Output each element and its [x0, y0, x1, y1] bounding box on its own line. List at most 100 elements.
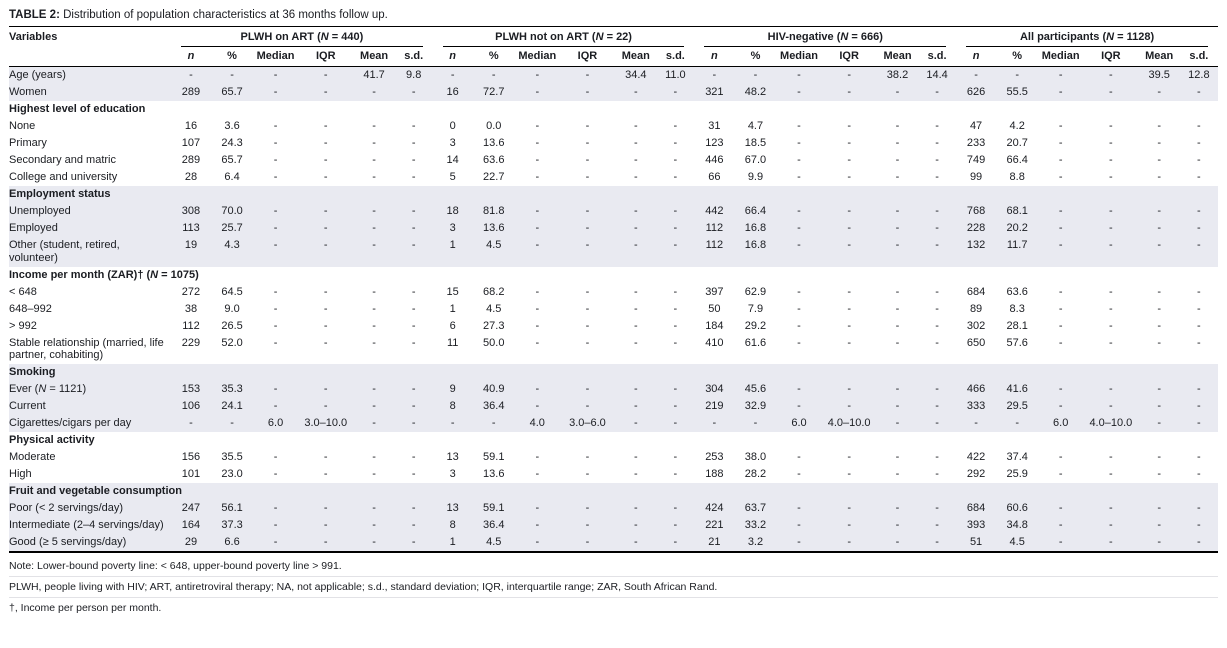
cell-value: -	[673, 204, 678, 217]
cell-value: -	[797, 319, 801, 332]
subheader-pct: %	[472, 47, 515, 67]
cell-value: -	[1058, 170, 1063, 183]
cell-value: 3	[449, 221, 456, 234]
cell-value: -	[323, 285, 328, 298]
cell-value: 4.3	[224, 238, 240, 251]
cell-value: 15	[446, 285, 459, 298]
cell-value: 21	[708, 536, 721, 549]
cell-value: -	[585, 319, 590, 332]
section-row: Physical activity	[9, 432, 1218, 449]
cell-value: -	[633, 519, 638, 532]
cell-value: -	[673, 119, 678, 132]
cell-value: -	[585, 336, 590, 349]
row-label: Primary	[9, 136, 47, 149]
subheader-sd: s.d.	[656, 47, 695, 67]
cell-value: -	[273, 468, 278, 481]
cell-value: -	[1157, 302, 1162, 315]
cell-value: 36.4	[483, 519, 505, 532]
cell-value: -	[585, 238, 590, 251]
cell-value: -	[372, 136, 376, 149]
cell-value: -	[1058, 136, 1063, 149]
row-label: Poor (< 2 servings/day)	[9, 502, 124, 515]
subheader-mean: Mean	[615, 47, 657, 67]
cell-value: -	[1197, 468, 1201, 481]
cell-value: -	[1157, 519, 1162, 532]
cell-value: -	[895, 319, 900, 332]
cell-value: 19	[184, 238, 198, 251]
cell-value: -	[895, 136, 900, 149]
cell-value: 11.0	[665, 69, 686, 81]
cell-value: -	[1058, 519, 1063, 532]
cell-value: -	[633, 285, 638, 298]
cell-value: 28.1	[1006, 319, 1028, 332]
cell-value: -	[673, 336, 678, 349]
cell-value: 233	[966, 136, 986, 149]
cell-value: -	[372, 536, 376, 549]
cell-value: -	[535, 336, 540, 349]
cell-value: -	[411, 302, 416, 315]
subheader-row: n% Median IQR Mean s.d. n% Median IQR Mean s.d. n%…	[9, 47, 1218, 67]
cell-value: -	[633, 238, 638, 251]
cell-value: -	[585, 451, 590, 464]
cell-value: -	[450, 417, 455, 430]
cell-value: -	[323, 238, 328, 251]
cell-value: 6.6	[224, 536, 240, 549]
cell-value: 32.9	[744, 400, 767, 413]
cell-value: -	[372, 119, 376, 132]
subheader-median: Median	[776, 47, 822, 67]
cell-value: -	[323, 204, 328, 217]
row-label: Age (years)	[9, 69, 66, 81]
cell-value: -	[323, 451, 328, 464]
group-header-0: PLWH on ART (N = 440)	[171, 27, 433, 47]
cell-value: -	[1058, 468, 1063, 481]
cell-value: -	[535, 69, 540, 81]
cell-value: -	[895, 238, 900, 251]
cell-value: 1	[449, 536, 456, 549]
cell-value: 153	[181, 383, 201, 396]
cell-value: 9.9	[747, 170, 764, 183]
italic-n: N	[840, 31, 849, 43]
cell-value: -	[372, 221, 376, 234]
cell-value: -	[673, 221, 678, 234]
cell-value: -	[323, 502, 328, 515]
cell-value: -	[585, 119, 590, 132]
cell-value: -	[935, 502, 939, 515]
cell-value: 4.7	[747, 119, 764, 132]
cell-value: 333	[966, 400, 986, 413]
cell-value: 684	[966, 285, 986, 298]
cell-value: -	[935, 285, 939, 298]
section-row: Highest level of education	[9, 101, 1218, 118]
cell-value: -	[673, 238, 678, 251]
cell-value: 50	[708, 302, 721, 315]
cell-value: 36.4	[483, 400, 505, 413]
cell-value: -	[797, 400, 801, 413]
cell-value: -	[1058, 302, 1063, 315]
cell-value: -	[847, 119, 851, 132]
cell-value: 28.2	[744, 468, 767, 481]
cell-value: -	[1109, 383, 1113, 396]
cell-value: -	[847, 519, 851, 532]
cell-value: -	[411, 417, 416, 430]
cell-value: 8.8	[1009, 170, 1025, 183]
cell-value: -	[585, 285, 590, 298]
cell-value: -	[935, 302, 939, 315]
cell-value: -	[585, 136, 590, 149]
cell-value: 64.5	[221, 285, 243, 298]
cell-value: -	[673, 519, 678, 532]
cell-value: -	[273, 238, 278, 251]
cell-value: -	[273, 69, 278, 81]
cell-value: -	[895, 285, 900, 298]
subheader-iqr: IQR	[821, 47, 877, 67]
cell-value: -	[847, 383, 851, 396]
cell-value: -	[633, 417, 638, 430]
cell-value: -	[1109, 468, 1113, 481]
cell-value: 188	[705, 468, 724, 481]
row-label: > 992	[9, 319, 37, 332]
table-row: Poor (< 2 servings/day) 247 56.1 - - - - 13 59.1…	[9, 500, 1218, 518]
cell-value: 304	[705, 383, 724, 396]
cell-value: -	[753, 417, 758, 430]
cell-value: -	[535, 536, 540, 549]
cell-value: -	[1058, 285, 1063, 298]
cell-value: 422	[966, 451, 986, 464]
cell-value: 28	[184, 170, 198, 183]
